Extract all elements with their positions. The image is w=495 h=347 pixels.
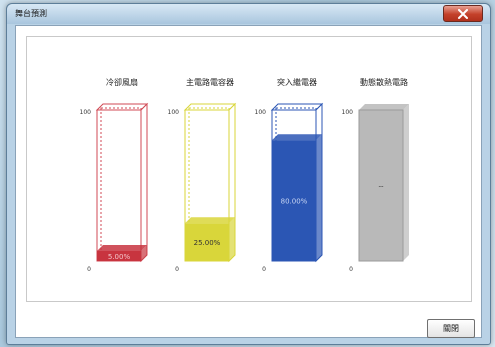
dialog-client-area: 冷卻風扇 100 0 5.00% 主電路電容器 100 0 25.00% 突入繼電器 100 0 80… bbox=[15, 25, 482, 338]
gauge-min-tick: 0 bbox=[262, 266, 266, 273]
gauge-fill bbox=[359, 110, 403, 261]
gauge-inner-dashed bbox=[100, 107, 142, 256]
gauge-fill-side bbox=[141, 245, 147, 261]
gauge-panel: 冷卻風扇 100 0 5.00% 主電路電容器 100 0 25.00% 突入繼電器 100 0 80… bbox=[26, 36, 472, 302]
gauge-title: 主電路電容器 bbox=[186, 77, 234, 87]
gauge-fill bbox=[185, 223, 229, 261]
gauge-fill-side bbox=[316, 134, 322, 261]
gauge-outline bbox=[358, 109, 404, 262]
gauge-value-label: 5.00% bbox=[108, 253, 131, 261]
gauge-fill-top bbox=[359, 104, 409, 110]
gauge-fill-top bbox=[185, 217, 235, 224]
gauge-title: 動態散熱電路 bbox=[360, 77, 408, 87]
close-icon bbox=[458, 8, 468, 19]
gauge-fill bbox=[272, 140, 316, 261]
gauge-min-tick: 0 bbox=[349, 266, 353, 273]
gauge-value-label: -- bbox=[378, 183, 384, 191]
gauge-outline bbox=[96, 109, 142, 262]
gauge-max-tick: 100 bbox=[342, 109, 354, 116]
gauge-value-label: 80.00% bbox=[281, 198, 308, 206]
gauge-value-label: 25.00% bbox=[194, 239, 221, 247]
gauge-fill-side bbox=[229, 217, 235, 261]
gauge-max-tick: 100 bbox=[255, 109, 267, 116]
gauge-max-tick: 100 bbox=[168, 109, 180, 116]
gauge-min-tick: 0 bbox=[87, 266, 91, 273]
gauge-fill bbox=[97, 251, 141, 261]
gauge-max-tick: 100 bbox=[80, 109, 92, 116]
dialog-window: 舞台預測 冷卻風扇 100 0 5.00% 主電路電容器 100 0 25.00% 突入繼電器 1… bbox=[6, 3, 491, 345]
gauge-fill-top bbox=[97, 245, 147, 251]
gauge-fill-top bbox=[272, 134, 322, 141]
gauge-top-face bbox=[270, 103, 324, 111]
gauge-fill-side bbox=[403, 104, 409, 261]
gauge-title: 冷卻風扇 bbox=[106, 77, 138, 87]
gauge-inner-dashed bbox=[188, 107, 230, 256]
window-title: 舞台預測 bbox=[15, 9, 47, 18]
close-button[interactable]: 關閉 bbox=[427, 319, 475, 338]
gauge-chart: 冷卻風扇 100 0 5.00% 主電路電容器 100 0 25.00% 突入繼電器 100 0 80… bbox=[80, 77, 409, 273]
gauge-side-face bbox=[140, 102, 148, 263]
gauge-min-tick: 0 bbox=[175, 266, 179, 273]
window-close-button[interactable] bbox=[443, 5, 483, 22]
gauge-top-face bbox=[95, 103, 149, 111]
gauge-top-face bbox=[183, 103, 237, 111]
gauge-title: 突入繼電器 bbox=[277, 77, 317, 87]
title-bar[interactable]: 舞台預測 bbox=[7, 4, 490, 24]
